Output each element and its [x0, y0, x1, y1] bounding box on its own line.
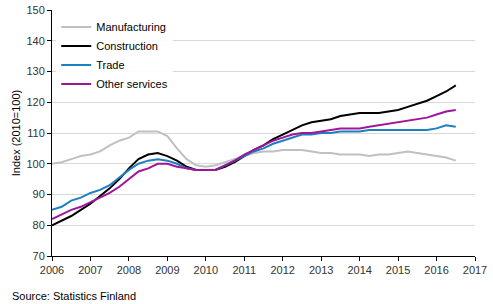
svg-text:2006: 2006: [40, 264, 64, 276]
svg-text:Construction: Construction: [96, 40, 158, 52]
svg-text:Index (2010=100): Index (2010=100): [10, 90, 22, 177]
svg-text:2012: 2012: [270, 264, 294, 276]
svg-text:150: 150: [26, 4, 44, 16]
svg-text:130: 130: [26, 65, 44, 77]
svg-text:90: 90: [33, 188, 45, 200]
svg-text:2008: 2008: [117, 264, 141, 276]
svg-text:140: 140: [26, 35, 44, 47]
svg-text:100: 100: [26, 158, 44, 170]
svg-text:2013: 2013: [309, 264, 333, 276]
svg-text:Trade: Trade: [96, 59, 124, 71]
svg-text:2007: 2007: [78, 264, 102, 276]
svg-text:2017: 2017: [463, 264, 487, 276]
svg-text:Other services: Other services: [96, 78, 167, 90]
svg-text:Source: Statistics Finland: Source: Statistics Finland: [12, 290, 136, 302]
svg-text:120: 120: [26, 96, 44, 108]
svg-text:2015: 2015: [386, 264, 410, 276]
svg-text:Manufacturing: Manufacturing: [96, 21, 166, 33]
svg-text:80: 80: [33, 219, 45, 231]
svg-text:110: 110: [27, 127, 45, 139]
svg-text:2010: 2010: [194, 264, 218, 276]
svg-text:2016: 2016: [424, 264, 448, 276]
svg-text:2011: 2011: [232, 264, 256, 276]
svg-text:2009: 2009: [155, 264, 179, 276]
svg-text:2014: 2014: [347, 264, 371, 276]
svg-text:70: 70: [33, 250, 45, 262]
